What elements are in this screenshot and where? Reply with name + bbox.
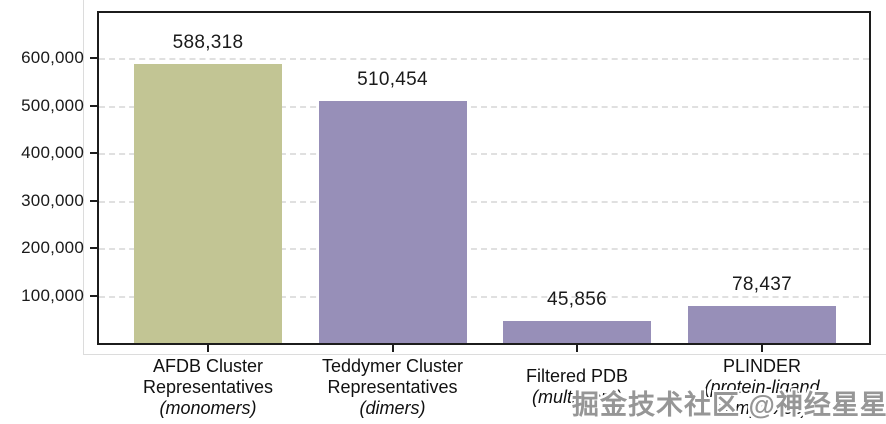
x-axis-label-afdb: AFDB Cluster Representatives (monomers): [108, 356, 308, 419]
page-border-vertical-line: [83, 0, 84, 354]
bar-value-label: 45,856: [547, 289, 607, 310]
y-axis-tick-mark: [90, 152, 97, 154]
x-axis-tick-mark: [391, 345, 394, 352]
bar-afdb-cluster-representatives: [134, 64, 282, 343]
bar-value-label: 78,437: [732, 274, 792, 295]
x-axis-label-plinder: PLINDER (protein-ligand complexes): [662, 356, 862, 419]
x-axis-label-line: (monomers): [159, 398, 257, 418]
x-axis-label-line: Representatives: [142, 377, 274, 397]
x-axis-label-line: (multimers): [532, 387, 622, 407]
x-axis-label-line: (dimers): [359, 398, 426, 418]
bar-value-label: 510,454: [357, 69, 428, 90]
bar-teddymer-cluster-representatives: [318, 101, 467, 343]
y-axis-tick-label: 100,000: [21, 286, 84, 305]
x-axis-label-line: PLINDER: [722, 356, 802, 376]
gridline: [99, 201, 869, 203]
x-axis-tick-mark: [576, 345, 578, 352]
page-border-horizontal-line: [83, 354, 886, 355]
gridline: [99, 58, 869, 60]
x-axis-label-line: Representatives: [327, 377, 458, 397]
bar-value-label: 588,318: [172, 32, 244, 53]
y-axis-tick-label: 600,000: [21, 48, 84, 67]
gridline: [99, 106, 869, 108]
x-axis-tick-mark: [207, 345, 209, 352]
y-axis-tick-mark: [90, 247, 97, 249]
y-axis-tick-mark: [90, 295, 97, 297]
gridline: [99, 153, 869, 155]
x-axis-label-filtered-pdb: Filtered PDB (multimers): [477, 366, 677, 408]
y-axis-tick-mark: [90, 200, 97, 202]
x-axis-label-line: AFDB Cluster: [152, 356, 264, 376]
gridline: [99, 296, 869, 298]
y-axis-tick-label: 300,000: [21, 191, 84, 210]
y-axis-tick-label: 400,000: [21, 143, 84, 162]
y-axis-tick-label: 500,000: [21, 96, 84, 115]
x-axis-label-teddymer: Teddymer Cluster Representatives (dimers…: [293, 356, 493, 419]
x-axis-label-line: complexes): [715, 398, 809, 418]
x-axis-label-line: Filtered PDB: [525, 366, 629, 386]
y-axis-tick-label: 200,000: [21, 238, 84, 257]
watermark-text: 掘金技术社区 @神经星星: [572, 390, 886, 420]
x-axis-label-line: (protein-ligand: [704, 377, 820, 397]
bar-filtered-pdb: [503, 321, 651, 343]
gridline: [99, 248, 869, 250]
x-axis-label-line: Teddymer Cluster: [321, 356, 464, 376]
bar-plinder: [688, 306, 836, 343]
y-axis-tick-mark: [90, 57, 97, 59]
y-axis-tick-mark: [90, 105, 97, 107]
x-axis-tick-mark: [761, 345, 763, 352]
